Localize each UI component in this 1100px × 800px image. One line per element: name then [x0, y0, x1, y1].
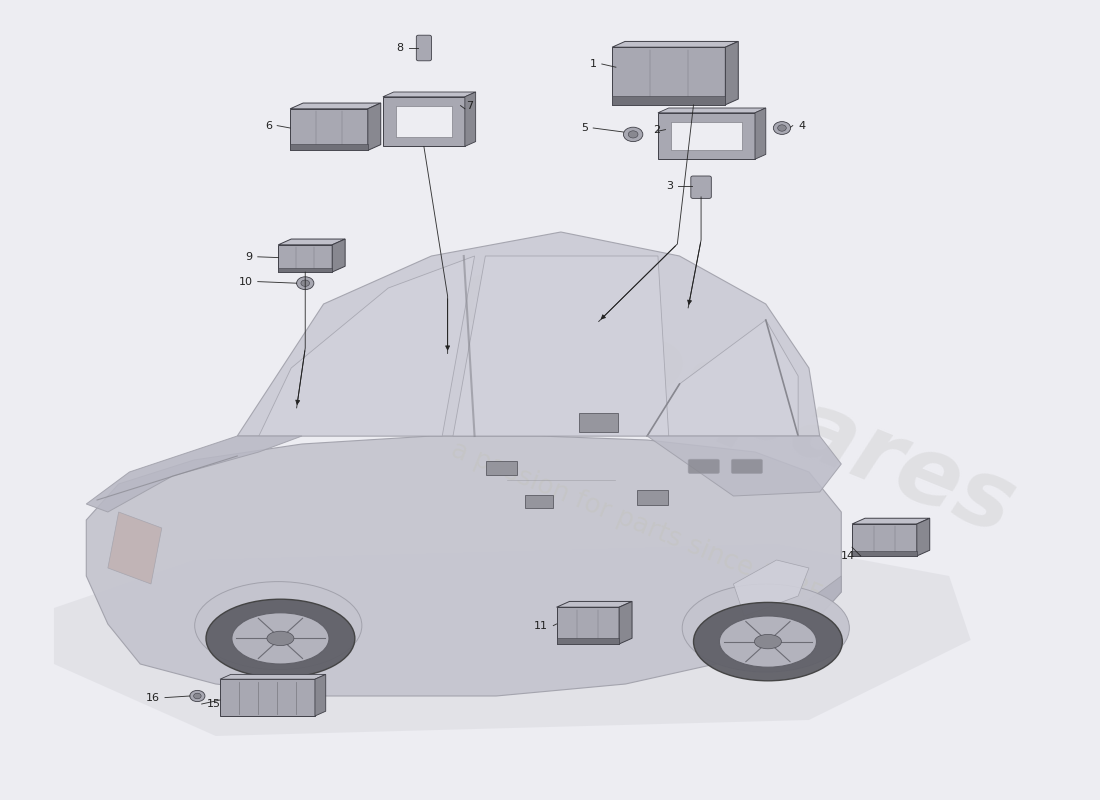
FancyBboxPatch shape [691, 176, 712, 198]
Text: 10: 10 [239, 277, 252, 286]
Ellipse shape [267, 631, 294, 646]
Polygon shape [278, 239, 345, 245]
Polygon shape [258, 256, 474, 436]
Polygon shape [755, 108, 766, 159]
Ellipse shape [682, 584, 849, 672]
Text: 1: 1 [590, 59, 596, 69]
Ellipse shape [628, 130, 638, 138]
FancyBboxPatch shape [557, 638, 619, 644]
Text: 5: 5 [581, 123, 587, 133]
Ellipse shape [232, 613, 329, 664]
FancyBboxPatch shape [290, 109, 367, 150]
Polygon shape [725, 42, 738, 105]
Polygon shape [315, 674, 326, 716]
Text: 11: 11 [534, 621, 548, 630]
FancyBboxPatch shape [612, 47, 725, 105]
Ellipse shape [194, 693, 201, 699]
Polygon shape [86, 436, 302, 512]
Polygon shape [734, 576, 842, 660]
Ellipse shape [719, 616, 816, 667]
Polygon shape [290, 103, 381, 109]
Polygon shape [612, 42, 738, 47]
FancyBboxPatch shape [637, 490, 668, 505]
Polygon shape [220, 674, 326, 679]
Polygon shape [619, 602, 632, 644]
Text: 3: 3 [666, 182, 673, 191]
FancyBboxPatch shape [278, 268, 332, 272]
Polygon shape [734, 560, 808, 616]
Ellipse shape [301, 280, 309, 286]
Ellipse shape [624, 127, 642, 142]
Text: eurospares: eurospares [439, 246, 1027, 554]
Text: 16: 16 [145, 693, 160, 702]
Polygon shape [367, 103, 381, 150]
Text: 9: 9 [245, 252, 252, 262]
Text: 6: 6 [265, 121, 272, 130]
Ellipse shape [190, 690, 205, 702]
Text: 4: 4 [799, 121, 805, 130]
Polygon shape [396, 106, 452, 137]
Polygon shape [671, 122, 742, 150]
Ellipse shape [297, 277, 313, 290]
FancyBboxPatch shape [278, 245, 332, 272]
Polygon shape [658, 113, 755, 159]
Text: 2: 2 [653, 125, 660, 134]
Text: 7: 7 [466, 101, 473, 110]
Polygon shape [54, 544, 970, 736]
Polygon shape [108, 512, 162, 584]
Polygon shape [238, 232, 820, 436]
Ellipse shape [773, 122, 791, 134]
FancyBboxPatch shape [557, 607, 619, 644]
Polygon shape [453, 256, 669, 436]
Polygon shape [916, 518, 930, 556]
Text: 8: 8 [396, 43, 404, 53]
Polygon shape [465, 92, 475, 146]
Ellipse shape [755, 634, 781, 649]
FancyBboxPatch shape [220, 679, 315, 716]
Ellipse shape [778, 125, 786, 131]
FancyBboxPatch shape [612, 96, 725, 105]
FancyBboxPatch shape [580, 413, 618, 432]
FancyBboxPatch shape [689, 459, 719, 474]
Polygon shape [332, 239, 345, 272]
Polygon shape [86, 436, 842, 696]
FancyBboxPatch shape [416, 35, 431, 61]
Text: 14: 14 [842, 551, 856, 561]
Polygon shape [647, 320, 799, 436]
Text: 15: 15 [207, 699, 221, 709]
Polygon shape [658, 108, 766, 113]
Polygon shape [647, 436, 842, 496]
FancyBboxPatch shape [852, 524, 916, 556]
Polygon shape [852, 518, 930, 524]
Text: a passion for parts since 1985: a passion for parts since 1985 [447, 438, 826, 610]
Polygon shape [383, 92, 475, 97]
Polygon shape [383, 97, 465, 146]
Polygon shape [557, 602, 632, 607]
Ellipse shape [195, 582, 362, 670]
FancyBboxPatch shape [852, 551, 916, 556]
Ellipse shape [206, 599, 355, 678]
FancyBboxPatch shape [732, 459, 762, 474]
FancyBboxPatch shape [290, 144, 367, 150]
FancyBboxPatch shape [486, 461, 517, 475]
FancyBboxPatch shape [526, 494, 553, 509]
Ellipse shape [693, 602, 843, 681]
